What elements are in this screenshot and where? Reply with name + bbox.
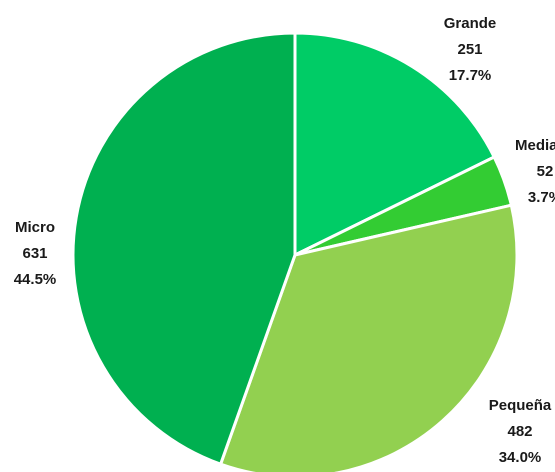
data-label-category-pequena: Pequeña [489,397,552,414]
data-label-category-mediana: Mediana [515,137,555,154]
data-label-category-grande: Grande [444,15,497,32]
data-label-percent-micro: 44.5% [14,271,57,288]
data-label-value-pequena: 482 [507,423,532,440]
data-label-value-micro: 631 [22,245,47,262]
data-label-value-grande: 251 [457,41,482,58]
data-label-percent-grande: 17.7% [449,67,492,84]
data-label-category-micro: Micro [15,219,55,236]
pie-slice-grande [293,31,497,258]
data-label-percent-mediana: 3.7% [528,189,555,206]
pie-slice-pequena [218,203,519,472]
pie-slice-micro [71,31,297,467]
data-label-percent-pequena: 34.0% [499,449,542,466]
data-label-value-mediana: 52 [537,163,554,180]
